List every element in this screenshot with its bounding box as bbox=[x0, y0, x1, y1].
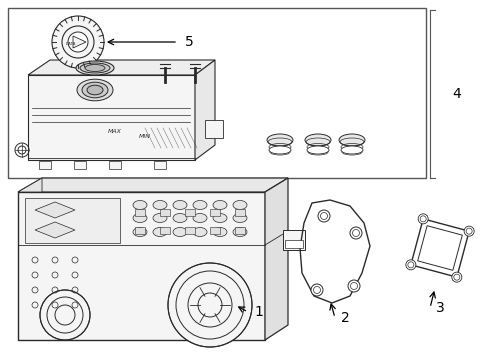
Ellipse shape bbox=[153, 213, 167, 222]
Circle shape bbox=[68, 32, 88, 52]
Bar bbox=[135, 227, 145, 234]
Bar bbox=[235, 209, 245, 216]
Circle shape bbox=[464, 226, 474, 236]
Bar bbox=[74, 161, 86, 169]
Ellipse shape bbox=[77, 79, 113, 101]
Ellipse shape bbox=[85, 64, 105, 72]
Ellipse shape bbox=[173, 228, 187, 237]
Ellipse shape bbox=[133, 201, 147, 210]
Ellipse shape bbox=[233, 228, 247, 237]
Circle shape bbox=[318, 210, 330, 222]
Polygon shape bbox=[18, 192, 265, 340]
Bar bbox=[210, 209, 220, 216]
Ellipse shape bbox=[341, 146, 363, 154]
Circle shape bbox=[348, 280, 360, 292]
Polygon shape bbox=[25, 198, 120, 243]
Text: MIN: MIN bbox=[139, 134, 151, 139]
Circle shape bbox=[52, 16, 104, 68]
Text: DATA: DATA bbox=[66, 42, 76, 46]
Bar bbox=[160, 227, 170, 234]
Bar bbox=[8, 8, 426, 178]
Ellipse shape bbox=[153, 228, 167, 237]
Ellipse shape bbox=[193, 213, 207, 222]
Ellipse shape bbox=[213, 213, 227, 222]
Polygon shape bbox=[35, 202, 75, 218]
Ellipse shape bbox=[305, 134, 331, 146]
Circle shape bbox=[452, 272, 462, 282]
Text: 2: 2 bbox=[341, 311, 350, 325]
Bar bbox=[185, 209, 195, 216]
Ellipse shape bbox=[307, 146, 329, 154]
Circle shape bbox=[168, 263, 252, 347]
Bar bbox=[285, 240, 303, 248]
Bar bbox=[185, 227, 195, 234]
Polygon shape bbox=[73, 36, 86, 48]
Ellipse shape bbox=[80, 63, 110, 73]
Ellipse shape bbox=[82, 82, 108, 98]
Ellipse shape bbox=[233, 201, 247, 210]
Text: 3: 3 bbox=[436, 301, 445, 315]
Ellipse shape bbox=[133, 228, 147, 237]
Circle shape bbox=[350, 227, 362, 239]
Polygon shape bbox=[28, 75, 195, 160]
Polygon shape bbox=[35, 222, 75, 238]
Ellipse shape bbox=[193, 201, 207, 210]
Ellipse shape bbox=[339, 134, 365, 146]
Polygon shape bbox=[265, 178, 288, 340]
Bar bbox=[235, 227, 245, 234]
Text: 4: 4 bbox=[452, 87, 461, 101]
Bar bbox=[205, 120, 223, 138]
Ellipse shape bbox=[267, 134, 293, 146]
Circle shape bbox=[406, 260, 416, 270]
Ellipse shape bbox=[269, 146, 291, 154]
Ellipse shape bbox=[213, 201, 227, 210]
Text: 5: 5 bbox=[185, 35, 194, 49]
Ellipse shape bbox=[173, 201, 187, 210]
Bar bbox=[39, 161, 51, 169]
Circle shape bbox=[62, 26, 94, 58]
Text: 1: 1 bbox=[254, 305, 263, 319]
Bar bbox=[160, 209, 170, 216]
Text: MAX: MAX bbox=[108, 129, 122, 134]
Polygon shape bbox=[195, 60, 215, 160]
Bar bbox=[109, 161, 121, 169]
Circle shape bbox=[311, 284, 323, 296]
Ellipse shape bbox=[133, 213, 147, 222]
Ellipse shape bbox=[193, 228, 207, 237]
Ellipse shape bbox=[213, 228, 227, 237]
Bar bbox=[283, 230, 305, 250]
Polygon shape bbox=[18, 178, 42, 192]
Bar bbox=[154, 161, 166, 169]
Polygon shape bbox=[28, 60, 215, 75]
Ellipse shape bbox=[76, 61, 114, 75]
Ellipse shape bbox=[173, 213, 187, 222]
Bar bbox=[210, 227, 220, 234]
Ellipse shape bbox=[233, 213, 247, 222]
Polygon shape bbox=[18, 178, 288, 192]
Bar bbox=[135, 209, 145, 216]
Ellipse shape bbox=[87, 85, 103, 95]
Ellipse shape bbox=[153, 201, 167, 210]
Circle shape bbox=[40, 290, 90, 340]
Circle shape bbox=[418, 214, 428, 224]
